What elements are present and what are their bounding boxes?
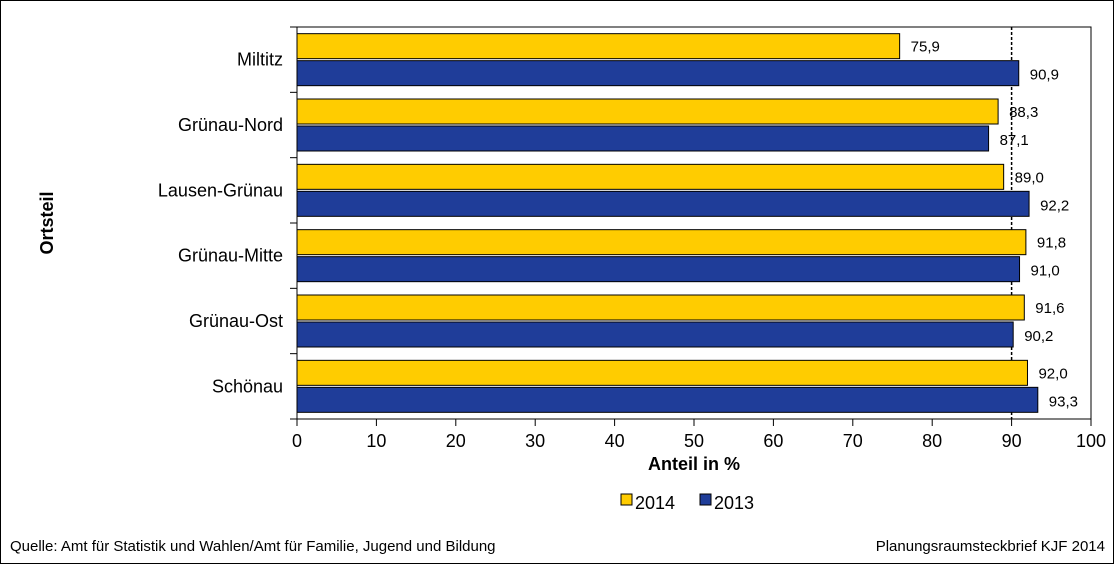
y-axis-title: Ortsteil [37, 191, 57, 254]
x-axis-title: Anteil in % [648, 454, 740, 474]
x-tick-label: 40 [605, 431, 625, 451]
legend-swatch-2014 [620, 493, 633, 506]
category-label: Grünau-Mitte [178, 246, 283, 266]
x-tick-label: 30 [525, 431, 545, 451]
bar-2013 [296, 60, 1020, 87]
data-label-2013: 90,2 [1024, 328, 1053, 345]
data-label-2013: 92,2 [1040, 197, 1069, 214]
bar-2014 [296, 294, 1025, 321]
data-label-2014: 75,9 [911, 39, 940, 56]
bar-2013 [296, 321, 1014, 348]
data-label-2013: 91,0 [1031, 263, 1060, 280]
data-label-2013: 90,9 [1030, 67, 1059, 84]
legend-label-2013: 2013 [714, 493, 754, 513]
x-tick-label: 0 [292, 431, 302, 451]
x-tick-label: 70 [843, 431, 863, 451]
x-tick-label: 90 [1002, 431, 1022, 451]
bar-2013 [296, 125, 990, 152]
legend-swatch-2013 [699, 493, 712, 506]
x-tick-label: 80 [922, 431, 942, 451]
bar-2014 [296, 163, 1005, 190]
x-tick-label: 50 [684, 431, 704, 451]
x-tick-label: 60 [763, 431, 783, 451]
bar-2014 [296, 98, 999, 125]
data-label-2013: 93,3 [1049, 393, 1078, 410]
x-tick-label: 20 [446, 431, 466, 451]
category-label: Grünau-Ost [189, 311, 283, 331]
data-label-2014: 88,3 [1009, 104, 1038, 121]
bar-2014 [296, 229, 1027, 256]
x-tick-label: 100 [1076, 431, 1106, 451]
bar-chart: 75,9 90,9 Miltitz 88,3 87,1 Grünau-Nord 89,0 92… [37, 26, 1106, 513]
data-label-2014: 91,6 [1035, 300, 1064, 317]
data-label-2013: 87,1 [1000, 132, 1029, 149]
category-label: Lausen-Grünau [158, 180, 283, 200]
source-note: Quelle: Amt für Statistik und Wahlen/Amt… [10, 538, 496, 555]
category-label: Miltitz [237, 50, 283, 70]
data-label-2014: 89,0 [1015, 169, 1044, 186]
legend-label-2014: 2014 [635, 493, 675, 513]
category-label: Grünau-Nord [178, 115, 283, 135]
bar-2014 [296, 33, 901, 60]
bar-2013 [296, 190, 1030, 217]
bar-2013 [296, 386, 1039, 413]
credit-note: Planungsraumsteckbrief KJF 2014 [875, 538, 1105, 555]
data-label-2014: 92,0 [1038, 365, 1067, 382]
x-tick-label: 10 [366, 431, 386, 451]
bar-2014 [296, 359, 1028, 386]
category-label: Schönau [212, 376, 283, 396]
data-label-2014: 91,8 [1037, 235, 1066, 252]
bar-2013 [296, 256, 1021, 283]
